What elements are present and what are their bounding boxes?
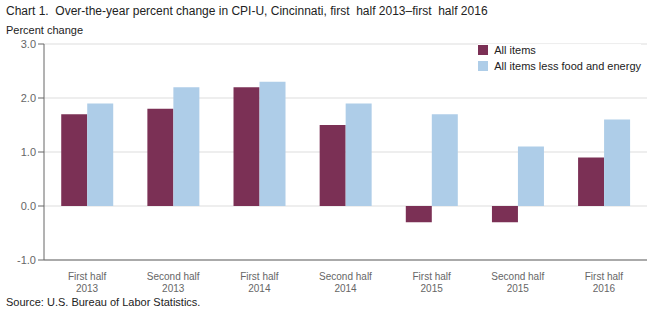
svg-text:First half2015: First half2015 (412, 271, 451, 294)
svg-text:Second half2014: Second half2014 (319, 271, 372, 294)
svg-text:First half2016: First half2016 (585, 271, 624, 294)
html-text:All items: All items (494, 44, 536, 56)
svg-text:1.0: 1.0 (21, 146, 36, 158)
svg-text:2.0: 2.0 (21, 92, 36, 104)
svg-text:Second half2015: Second half2015 (491, 271, 544, 294)
svg-text:First half2013: First half2013 (68, 271, 107, 294)
svg-text:Second half2013: Second half2013 (147, 271, 200, 294)
svg-text:-1.0: -1.0 (17, 254, 36, 266)
svg-text:3.0: 3.0 (21, 38, 36, 50)
svg-text:First half2014: First half2014 (240, 271, 279, 294)
html-text:Percent change: Percent change (6, 24, 84, 36)
html-text:Source: U.S. Bureau of Labor S: Source: U.S. Bureau of Labor Statistics. (6, 296, 201, 308)
svg-text:0.0: 0.0 (21, 200, 36, 212)
html-text:All items less food and energy: All items less food and energy (494, 60, 641, 72)
html-text:Chart 1. Over-the-year percent: Chart 1. Over-the-year percent change in… (6, 4, 488, 18)
